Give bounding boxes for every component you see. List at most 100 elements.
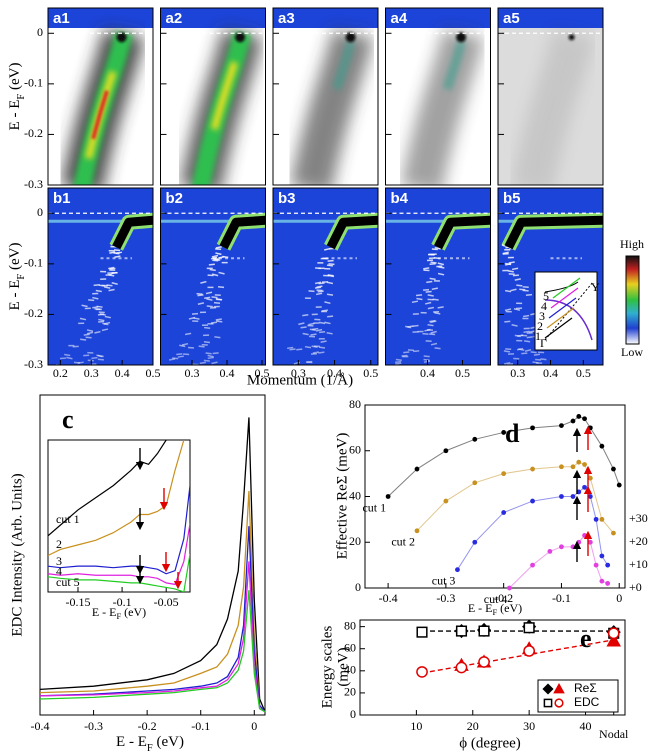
speckle [66,356,73,360]
speckle [104,315,111,319]
speckle [317,290,324,293]
panel-label: b4 [391,190,409,207]
speckle [81,304,88,308]
offset-label: +20 [629,534,648,548]
axis-label: E - EF (eV) [7,63,26,131]
axis-label-part: E - E [116,734,147,750]
axis-label-part: E - E [7,280,23,311]
axis-label: E - EF (eV) [116,734,184,753]
speckle [504,262,512,266]
axis-label-part: F [16,94,27,100]
speckle [395,360,402,364]
plot-frame [364,404,626,589]
axis-label: E - EF (eV) [92,605,146,622]
point [472,480,478,486]
x-tick-label: -0.2 [138,719,157,733]
speckle [434,347,441,350]
bz-cut [544,317,573,339]
speckle [64,353,71,357]
point [559,494,564,499]
speckle [532,361,539,364]
y-tick-label: -0.3 [24,177,43,191]
axis-label-part: F [16,274,27,280]
speckle [432,298,439,301]
panel-label: a2 [166,10,183,27]
bz-cut [548,297,577,319]
x-tick-label: 0.4 [220,366,235,380]
point [611,530,616,536]
speckle [113,252,120,255]
speckle [96,354,103,358]
speckle [425,290,432,293]
band-top [456,32,467,43]
speckle [95,289,102,293]
speckle [209,268,216,272]
speckle [196,292,203,295]
axis-label-part: (eV) [121,605,146,619]
speckle [318,282,325,285]
speckle [300,326,307,329]
x-tick-label: 0.4 [115,366,130,380]
offset-label: +30 [629,511,648,525]
speckle [298,322,305,326]
band-core [307,32,358,185]
speckle [172,357,179,360]
speckle [315,364,318,365]
point [576,414,582,419]
point [570,464,576,470]
speckle [73,361,81,364]
marker [542,683,554,695]
panel-label: a5 [503,10,520,27]
y-tick-label: 40 [349,488,361,502]
y-tick-label: -0.2 [24,126,43,140]
speckle [211,296,218,299]
speckle [429,333,436,336]
point [385,494,391,499]
band-top [116,32,127,43]
y-axis-label: (meV) [335,647,351,686]
speckle [302,314,309,317]
speckle [525,293,533,297]
bz-inset [534,271,598,351]
band-core [326,215,378,250]
point [507,585,512,591]
point [455,567,460,573]
point [443,498,449,504]
speckle [168,358,176,361]
heatmap-top [385,8,491,28]
marker [478,656,490,668]
colorbar-low: Low [621,345,643,359]
marker [523,645,535,657]
bz-y: Y [591,280,600,294]
speckle [83,333,90,336]
speckle [212,352,219,355]
band-core [219,215,266,250]
speckle [324,301,331,305]
bz-cut-label: 3 [539,309,545,323]
speckle [407,349,415,352]
y-tick-label: 0 [355,580,361,594]
point [559,423,564,428]
panel-frame [385,7,491,186]
x-tick-label: 0 [616,591,622,605]
speckle [92,296,99,300]
speckle [506,362,514,365]
y-tick-label: 20 [349,534,361,548]
y-tick-label: 20 [344,685,356,699]
speckle [114,255,121,259]
x-tick-label: -0.2 [494,591,513,605]
y-axis-label: Energy scales [319,626,335,709]
point [587,539,593,545]
panel-label: b3 [278,190,296,207]
speckle [204,326,211,329]
point [530,466,535,472]
heatmap [48,188,153,365]
speckle [79,317,87,321]
speckle [315,292,323,296]
x-tick-label: -0.1 [113,595,132,609]
speckle [504,308,512,312]
speckle [429,262,436,266]
band-core [79,32,128,185]
speckle [287,346,294,350]
speckle [395,362,402,365]
